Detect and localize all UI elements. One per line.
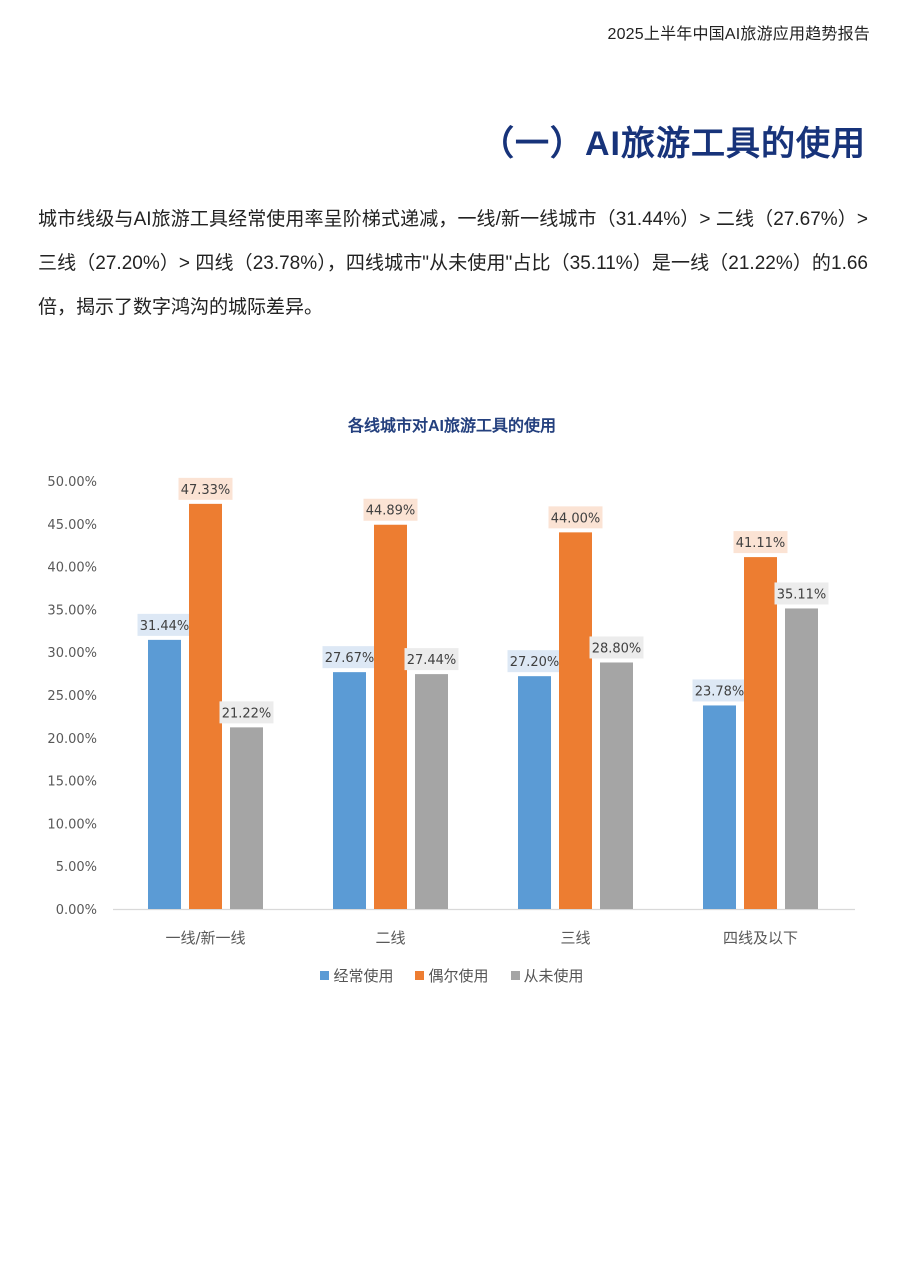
y-tick-label: 0.00% xyxy=(56,903,97,918)
data-label-box xyxy=(137,613,192,636)
data-label-box xyxy=(322,646,377,669)
bar xyxy=(148,639,181,909)
bar xyxy=(559,532,592,909)
data-label: 35.11% xyxy=(777,587,827,602)
data-label: 47.33% xyxy=(181,483,231,498)
bar xyxy=(230,727,263,909)
legend-label: 从未使用 xyxy=(523,968,584,985)
legend-label: 偶尔使用 xyxy=(428,968,489,985)
y-tick-label: 40.00% xyxy=(47,561,97,576)
x-category-label: 四线及以下 xyxy=(723,929,798,947)
bar xyxy=(189,503,222,909)
chart-plot: 0.00% 5.00% 10.00% 15.00% 20.00% 25.00% 30.00%… xyxy=(47,475,855,947)
y-tick-label: 15.00% xyxy=(47,775,97,790)
data-label: 41.11% xyxy=(736,536,786,551)
data-label: 31.44% xyxy=(140,619,190,634)
x-category-label: 二线 xyxy=(375,929,405,947)
y-tick-label: 20.00% xyxy=(47,732,97,747)
bar xyxy=(415,674,448,909)
data-label: 27.67% xyxy=(325,651,375,666)
section-title: （一）AI旅游工具的使用 xyxy=(480,125,866,163)
data-label: 23.78% xyxy=(695,684,745,699)
data-label-box xyxy=(733,531,788,554)
bar xyxy=(703,705,736,909)
y-tick-label: 25.00% xyxy=(47,689,97,704)
chart-title: 各线城市对AI旅游工具的使用 xyxy=(347,418,556,435)
y-tick-label: 30.00% xyxy=(47,646,97,661)
data-label-box xyxy=(363,498,418,521)
data-label: 28.80% xyxy=(592,641,642,656)
body-paragraph: 城市线级与AI旅游工具经常使用率呈阶梯式递减，一线/新一线城市（31.44%）>… xyxy=(38,198,868,330)
data-label-box xyxy=(178,477,233,500)
data-label-box xyxy=(774,582,829,605)
legend-item: 从未使用 xyxy=(510,965,584,986)
data-label: 21.22% xyxy=(222,706,272,721)
legend-swatch-icon xyxy=(320,971,330,980)
legend-item: 经常使用 xyxy=(320,965,393,986)
data-label-box xyxy=(219,701,274,724)
y-tick-label: 10.00% xyxy=(47,817,97,832)
legend-item: 偶尔使用 xyxy=(415,965,489,986)
data-label-box xyxy=(589,636,644,659)
chart-legend: 经常使用 偶尔使用 从未使用 xyxy=(0,965,904,986)
bar xyxy=(600,662,633,909)
y-tick-label: 35.00% xyxy=(47,603,97,618)
paragraph-text: 城市线级与AI旅游工具经常使用率呈阶梯式递减，一线/新一线城市（31.44%）>… xyxy=(38,209,868,318)
bar xyxy=(785,608,818,909)
y-tick-label: 45.00% xyxy=(47,518,97,533)
y-tick-label: 50.00% xyxy=(47,475,97,490)
bar xyxy=(518,676,551,909)
data-label: 44.89% xyxy=(366,504,416,519)
legend-swatch-icon xyxy=(510,971,520,980)
bar xyxy=(333,672,366,909)
bar xyxy=(744,557,777,909)
data-label-box xyxy=(692,679,747,702)
running-header: 2025上半年中国AI旅游应用趋势报告 xyxy=(607,26,870,43)
legend-swatch-icon xyxy=(415,971,425,980)
data-label: 44.00% xyxy=(551,511,601,526)
data-label-box xyxy=(548,506,603,529)
x-category-label: 一线/新一线 xyxy=(165,929,245,947)
y-tick-label: 5.00% xyxy=(56,860,97,875)
data-label-box xyxy=(507,650,562,673)
data-label-box xyxy=(404,648,459,671)
x-category-label: 三线 xyxy=(560,929,590,947)
legend-label: 经常使用 xyxy=(333,968,394,985)
data-label: 27.44% xyxy=(407,653,457,668)
bar xyxy=(374,524,407,909)
bar-chart: 各线城市对AI旅游工具的使用 0.00% 5.00% 10.00% 15.00% 20.… xyxy=(0,400,904,1000)
data-label: 27.20% xyxy=(510,655,560,670)
